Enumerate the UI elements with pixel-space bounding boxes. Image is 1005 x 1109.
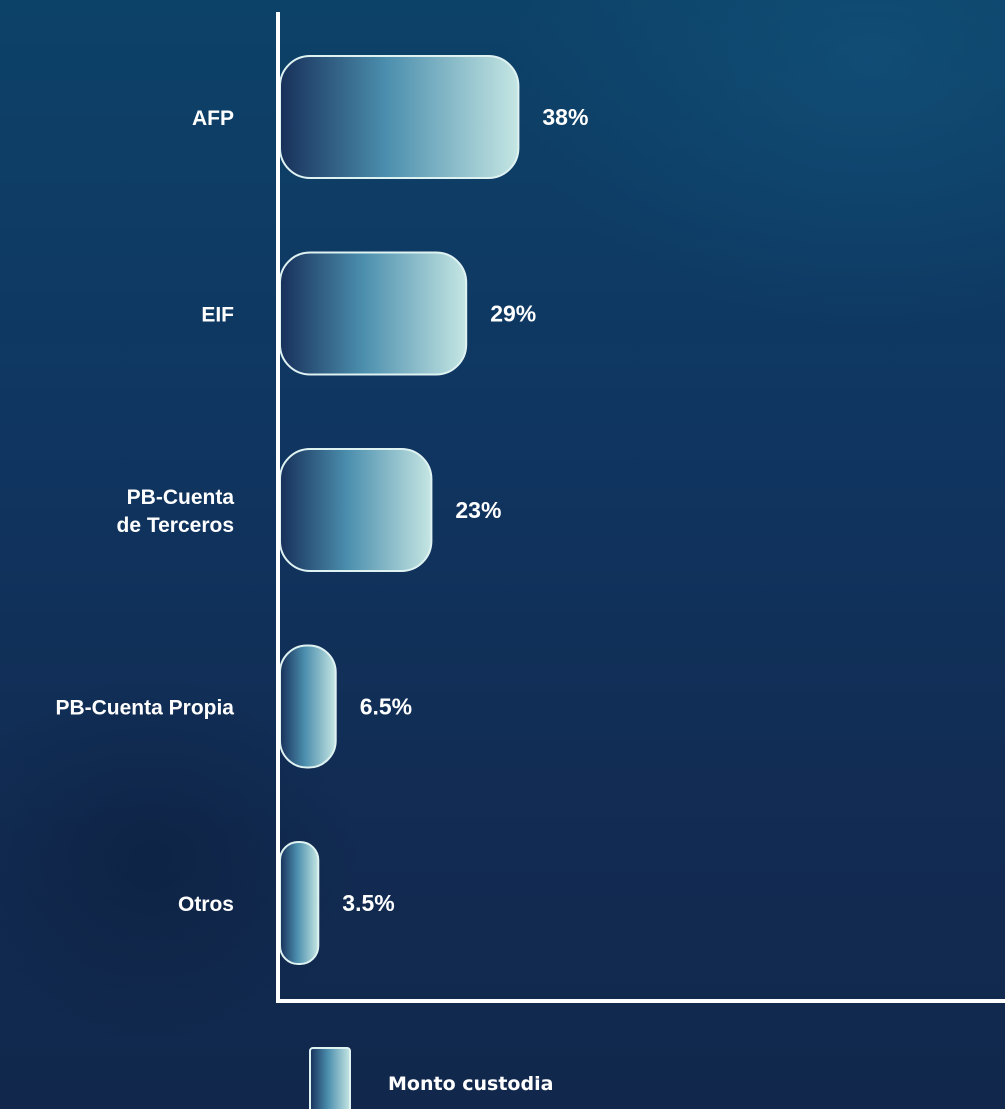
category-label-line: PB-Cuenta	[127, 486, 235, 509]
value-labels: 38% 29% 23% 6.5% 3.5%	[342, 104, 588, 916]
category-label-line: de Terceros	[117, 514, 235, 537]
category-label-4: Otros	[178, 893, 234, 916]
bars	[279, 55, 520, 965]
value-label-1: 29%	[490, 301, 536, 327]
category-label-2: PB-Cuenta de Terceros	[117, 486, 235, 537]
value-label-4: 3.5%	[342, 890, 394, 916]
bar-3	[279, 644, 337, 769]
category-label-line: Otros	[178, 893, 234, 916]
legend: Monto custodia	[309, 1047, 553, 1109]
value-label-2: 23%	[455, 497, 501, 523]
bar-2	[279, 448, 433, 572]
value-label-3: 6.5%	[360, 694, 412, 720]
bar-1	[279, 251, 468, 376]
bar-0	[279, 55, 520, 179]
category-label-line: AFP	[192, 107, 234, 130]
category-label-1: EIF	[201, 304, 234, 327]
legend-swatch	[309, 1047, 351, 1109]
bar-4	[279, 841, 320, 965]
category-label-line: EIF	[201, 304, 234, 327]
value-label-0: 38%	[542, 104, 588, 130]
category-labels: AFP EIF PB-Cuenta de Terceros PB-Cuenta Prop…	[55, 107, 234, 916]
legend-label: Monto custodia	[388, 1073, 553, 1095]
category-label-3: PB-Cuenta Propia	[55, 697, 234, 720]
category-label-line: PB-Cuenta Propia	[55, 697, 234, 720]
category-label-0: AFP	[192, 107, 234, 130]
